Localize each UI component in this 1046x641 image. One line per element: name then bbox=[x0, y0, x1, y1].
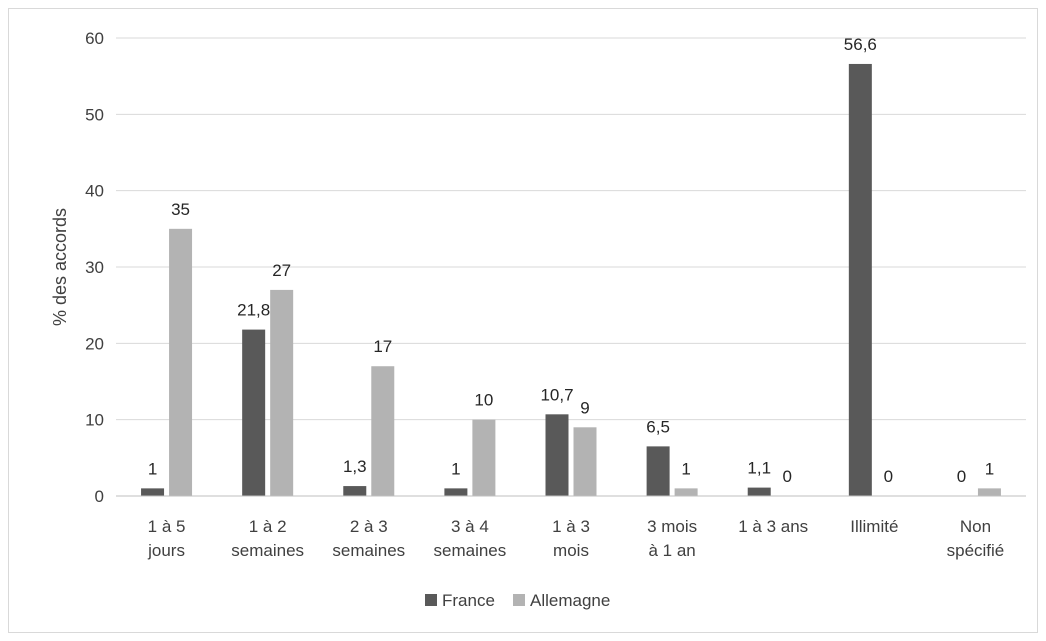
x-category-label: à 1 an bbox=[648, 541, 695, 560]
data-label-france-5: 6,5 bbox=[646, 417, 670, 436]
x-category-label: 2 à 3 bbox=[350, 517, 388, 536]
bar-france-5 bbox=[646, 446, 670, 496]
bar-allemagne-8 bbox=[977, 488, 1001, 496]
data-label-allemagne-1: 27 bbox=[272, 261, 291, 280]
x-axis-categories: 1 à 5 jours 1 à 2 semaines 2 à 3 semaines 3 à … bbox=[147, 517, 1004, 560]
y-tick-label: 20 bbox=[85, 334, 104, 353]
x-category-label: 1 à 5 bbox=[148, 517, 186, 536]
x-category-label: semaines bbox=[231, 541, 304, 560]
bar-allemagne-0 bbox=[169, 228, 193, 497]
data-label-allemagne-6: 0 bbox=[782, 467, 791, 486]
data-label-allemagne-4: 9 bbox=[580, 398, 589, 417]
x-category-label: 1 à 3 ans bbox=[738, 517, 808, 536]
data-label-france-3: 1 bbox=[451, 459, 460, 478]
data-label-allemagne-5: 1 bbox=[681, 459, 690, 478]
bar-france-4 bbox=[545, 414, 569, 496]
x-category-label: 1 à 2 bbox=[249, 517, 287, 536]
bar-france-3 bbox=[444, 488, 468, 496]
bar-allemagne-1 bbox=[270, 289, 294, 496]
bar-france-7 bbox=[848, 63, 872, 496]
bars bbox=[141, 63, 1001, 497]
data-label-allemagne-3: 10 bbox=[474, 391, 493, 410]
bar-france-1 bbox=[242, 329, 266, 496]
bar-allemagne-4 bbox=[573, 427, 597, 496]
legend-label-allemagne: Allemagne bbox=[530, 591, 610, 610]
data-label-allemagne-7: 0 bbox=[884, 467, 893, 486]
data-label-france-4: 10,7 bbox=[540, 385, 573, 404]
x-category-label: 3 mois bbox=[647, 517, 697, 536]
data-label-france-1: 21,8 bbox=[237, 301, 270, 320]
bar-france-0 bbox=[141, 488, 165, 496]
x-category-label: semaines bbox=[434, 541, 507, 560]
bar-france-6 bbox=[747, 487, 771, 496]
legend-swatch-france bbox=[425, 594, 437, 606]
data-label-france-6: 1,1 bbox=[747, 459, 771, 478]
y-tick-label: 10 bbox=[85, 411, 104, 430]
legend-label-france: France bbox=[442, 591, 495, 610]
x-category-label: 1 à 3 bbox=[552, 517, 590, 536]
gridlines bbox=[116, 37, 1026, 421]
y-axis-ticks: 0 10 20 30 40 50 60 bbox=[85, 29, 104, 506]
x-category-label: jours bbox=[147, 541, 185, 560]
bar-allemagne-5 bbox=[674, 488, 698, 496]
data-label-allemagne-0: 35 bbox=[171, 200, 190, 219]
y-tick-label: 30 bbox=[85, 258, 104, 277]
x-category-label: Non bbox=[960, 517, 991, 536]
x-category-label: spécifié bbox=[947, 541, 1005, 560]
x-category-label: semaines bbox=[332, 541, 405, 560]
x-category-label: 3 à 4 bbox=[451, 517, 489, 536]
y-axis-title: % des accords bbox=[50, 208, 70, 326]
data-label-france-8: 0 bbox=[957, 467, 966, 486]
y-tick-label: 60 bbox=[85, 29, 104, 48]
x-category-label: Illimité bbox=[850, 517, 898, 536]
x-category-label: mois bbox=[553, 541, 589, 560]
bar-allemagne-3 bbox=[472, 419, 496, 496]
legend-swatch-allemagne bbox=[513, 594, 525, 606]
y-tick-label: 40 bbox=[85, 182, 104, 201]
data-label-france-7: 56,6 bbox=[844, 35, 877, 54]
y-tick-label: 50 bbox=[85, 105, 104, 124]
data-label-allemagne-8: 1 bbox=[985, 459, 994, 478]
bar-france-2 bbox=[343, 486, 367, 496]
data-label-allemagne-2: 17 bbox=[373, 337, 392, 356]
y-tick-label: 0 bbox=[95, 487, 104, 506]
legend: France Allemagne bbox=[425, 591, 610, 610]
data-label-france-0: 1 bbox=[148, 459, 157, 478]
bar-allemagne-2 bbox=[371, 366, 395, 496]
data-label-france-2: 1,3 bbox=[343, 457, 367, 476]
